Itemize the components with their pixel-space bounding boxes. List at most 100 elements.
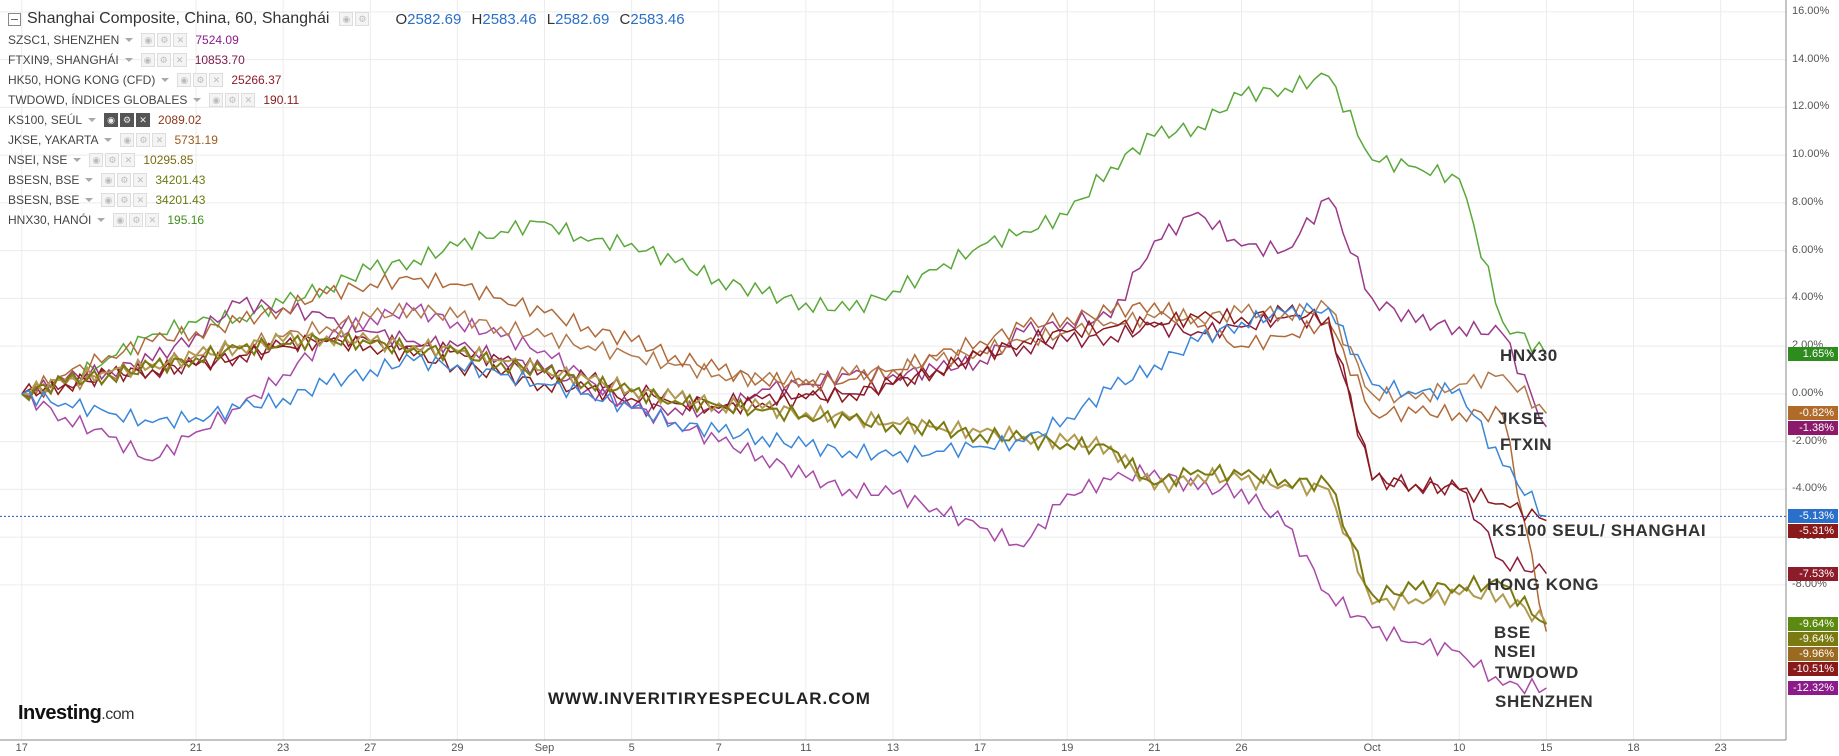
close-icon[interactable]: ✕ — [241, 93, 256, 107]
annotation-twdowd: TWDOWD — [1495, 663, 1579, 682]
close-icon[interactable]: ✕ — [121, 153, 136, 167]
gear-icon[interactable]: ⚙ — [117, 173, 132, 187]
legend-row-actions: ◉ ⚙ ✕ — [141, 33, 188, 47]
gear-icon[interactable]: ⚙ — [157, 33, 172, 47]
close-icon[interactable]: ✕ — [152, 133, 167, 147]
legend-series-value: 34201.43 — [155, 173, 206, 187]
legend-series-name: HNX30, HANÓI — [8, 213, 92, 227]
legend-series-value: 195.16 — [167, 213, 205, 227]
annotation-nsei: NSEI — [1494, 642, 1537, 661]
gear-icon[interactable]: ⚙ — [120, 113, 135, 127]
eye-icon[interactable]: ◉ — [140, 53, 155, 67]
eye-icon[interactable]: ◉ — [101, 193, 116, 207]
legend-row-actions: ◉ ⚙ ✕ — [140, 53, 187, 67]
chevron-down-icon[interactable] — [124, 58, 133, 62]
eye-icon[interactable]: ◉ — [120, 133, 135, 147]
close-icon[interactable]: ✕ — [172, 53, 187, 67]
eye-icon[interactable]: ◉ — [177, 73, 192, 87]
chevron-down-icon[interactable] — [104, 138, 113, 142]
series-line — [21, 302, 1547, 518]
legend-series-name: HK50, HONG KONG (CFD) — [8, 73, 156, 87]
close-icon[interactable]: ✕ — [173, 33, 188, 47]
legend-series-name: BSESN, BSE — [8, 193, 80, 207]
watermark-text: WWW.INVERITIRYESPECULAR.COM — [548, 689, 871, 708]
series-line — [21, 331, 1547, 625]
y-tick-label: 16.00% — [1792, 4, 1830, 17]
legend-row-actions: ◉ ⚙ ✕ — [101, 193, 148, 207]
eye-icon[interactable]: ◉ — [101, 173, 116, 187]
x-tick-label: 26 — [1235, 742, 1248, 754]
y-tick-label: 12.00% — [1792, 100, 1830, 113]
last-value-badge: -7.53% — [1788, 566, 1838, 581]
legend-row[interactable]: FTXIN9, SHANGHÁI ◉ ⚙ ✕ 10853.70 — [8, 50, 685, 70]
chevron-down-icon[interactable] — [85, 178, 94, 182]
chevron-down-icon[interactable] — [97, 218, 106, 222]
legend-row[interactable]: JKSE, YAKARTA ◉ ⚙ ✕ 5731.19 — [8, 130, 685, 150]
annotation-ftxin: FTXIN — [1500, 435, 1553, 454]
legend-row-actions: ◉ ⚙ ✕ — [101, 173, 148, 187]
series-line — [21, 271, 1548, 632]
y-tick-label: 6.00% — [1792, 243, 1824, 256]
legend-row[interactable]: HNX30, HANÓI ◉ ⚙ ✕ 195.16 — [8, 210, 685, 230]
collapse-icon[interactable] — [8, 12, 21, 26]
chevron-down-icon[interactable] — [85, 198, 94, 202]
close-icon[interactable]: ✕ — [209, 73, 224, 87]
eye-icon[interactable]: ◉ — [209, 93, 224, 107]
x-tick-label: 21 — [189, 742, 203, 754]
chevron-down-icon[interactable] — [88, 118, 97, 122]
gear-icon[interactable]: ⚙ — [129, 213, 144, 227]
last-value-badge: -5.31% — [1788, 524, 1838, 539]
series-line — [21, 72, 1548, 399]
gear-icon[interactable]: ⚙ — [105, 153, 120, 167]
legend-row[interactable]: SZSC1, SHENZHEN ◉ ⚙ ✕ 7524.09 — [8, 30, 685, 50]
chevron-down-icon[interactable] — [193, 98, 202, 102]
legend-series-value: 10295.85 — [143, 153, 194, 167]
eye-icon[interactable]: ◉ — [89, 153, 104, 167]
eye-icon[interactable]: ◉ — [339, 12, 354, 26]
eye-icon[interactable]: ◉ — [141, 33, 156, 47]
annotation-shenzhen: SHENZHEN — [1495, 692, 1594, 711]
close-icon[interactable]: ✕ — [145, 213, 160, 227]
legend-row[interactable]: BSESN, BSE ◉ ⚙ ✕ 34201.43 — [8, 190, 685, 210]
x-tick-label: 19 — [1061, 742, 1074, 754]
eye-icon[interactable]: ◉ — [113, 213, 128, 227]
x-tick-label: 21 — [1148, 742, 1161, 754]
chevron-down-icon[interactable] — [73, 158, 82, 162]
y-tick-label: 8.00% — [1792, 195, 1824, 208]
legend-row[interactable]: NSEI, NSE ◉ ⚙ ✕ 10295.85 — [8, 150, 685, 170]
series-line — [21, 301, 1547, 695]
legend-row[interactable]: KS100, SEÚL ◉ ⚙ ✕ 2089.02 — [8, 110, 685, 130]
last-value-badge: -1.38% — [1788, 421, 1838, 436]
last-value-badge: -10.51% — [1788, 661, 1838, 676]
close-icon[interactable]: ✕ — [136, 113, 151, 127]
legend-series-value: 7524.09 — [195, 33, 239, 47]
annotation-hongkong: HONG KONG — [1487, 575, 1600, 594]
close-icon[interactable]: ✕ — [133, 173, 148, 187]
gear-icon[interactable]: ⚙ — [193, 73, 208, 87]
close-icon[interactable]: ✕ — [133, 193, 148, 207]
gear-icon[interactable]: ⚙ — [355, 12, 370, 26]
annotation-ks100: KS100 SEUL/ SHANGHAI — [1492, 521, 1707, 540]
legend-row[interactable]: BSESN, BSE ◉ ⚙ ✕ 34201.43 — [8, 170, 685, 190]
gear-icon[interactable]: ⚙ — [136, 133, 151, 147]
gear-icon[interactable]: ⚙ — [117, 193, 132, 207]
legend-row-actions: ◉ ⚙ ✕ — [209, 93, 256, 107]
gear-icon[interactable]: ⚙ — [225, 93, 240, 107]
annotation-hnx30: HNX30 — [1500, 346, 1558, 365]
chevron-down-icon[interactable] — [161, 78, 170, 82]
legend-series-name: FTXIN9, SHANGHÁI — [8, 53, 119, 67]
y-tick-label: -2.00% — [1792, 434, 1827, 447]
legend-row-actions: ◉ ⚙ ✕ — [104, 113, 151, 127]
legend-row[interactable]: HK50, HONG KONG (CFD) ◉ ⚙ ✕ 25266.37 — [8, 70, 685, 90]
gear-icon[interactable]: ⚙ — [156, 53, 171, 67]
main-symbol-header[interactable]: Shanghai Composite, China, 60, Shanghái … — [8, 8, 685, 30]
chevron-down-icon[interactable] — [125, 38, 134, 42]
legend-series-name: KS100, SEÚL — [8, 113, 83, 127]
last-value-badge: -9.64% — [1788, 631, 1838, 646]
legend-row[interactable]: TWDOWD, ÍNDICES GLOBALES ◉ ⚙ ✕ 190.11 — [8, 90, 685, 110]
x-tick-label: 29 — [451, 742, 464, 754]
eye-icon[interactable]: ◉ — [104, 113, 119, 127]
last-value-badge: -12.32% — [1788, 680, 1838, 695]
y-tick-label: -4.00% — [1792, 482, 1827, 495]
last-value-badge: 1.65% — [1788, 347, 1838, 362]
